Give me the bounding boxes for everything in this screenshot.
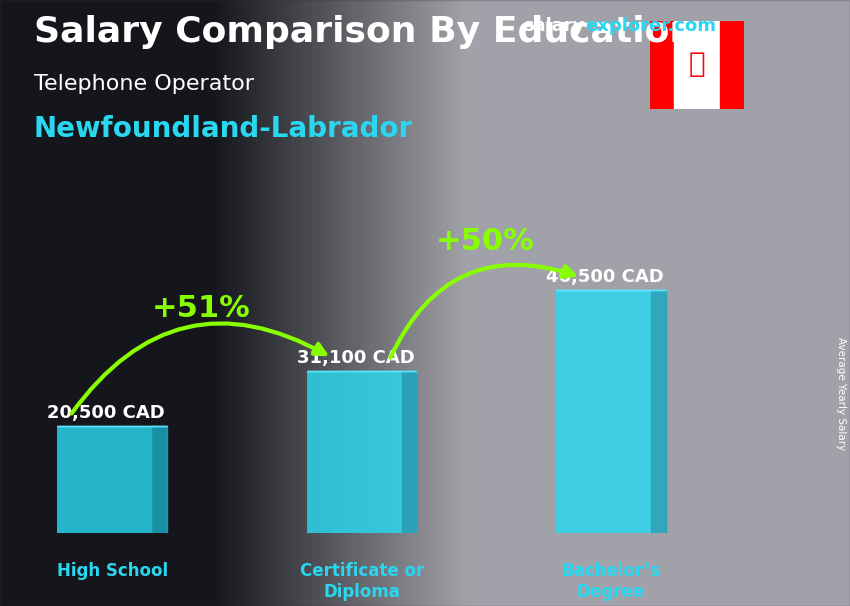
- Bar: [556, 290, 651, 533]
- Text: Newfoundland-Labrador: Newfoundland-Labrador: [34, 115, 413, 143]
- Bar: [307, 371, 401, 533]
- FancyArrowPatch shape: [71, 324, 326, 413]
- Bar: [650, 21, 673, 109]
- Text: +51%: +51%: [151, 294, 250, 323]
- Text: Telephone Operator: Telephone Operator: [34, 74, 254, 94]
- Text: 🍁: 🍁: [688, 50, 705, 78]
- Polygon shape: [152, 426, 167, 533]
- Text: salary: salary: [523, 17, 584, 35]
- Bar: [673, 21, 720, 109]
- Text: 46,500 CAD: 46,500 CAD: [547, 268, 664, 286]
- Text: +50%: +50%: [436, 227, 535, 256]
- Text: Bachelor’s
Degree: Bachelor’s Degree: [561, 562, 660, 601]
- Polygon shape: [401, 371, 416, 533]
- Text: Salary Comparison By Education: Salary Comparison By Education: [34, 15, 695, 49]
- Bar: [720, 21, 744, 109]
- Text: Average Yearly Salary: Average Yearly Salary: [836, 338, 846, 450]
- Polygon shape: [651, 290, 666, 533]
- Text: High School: High School: [57, 562, 168, 580]
- Text: 31,100 CAD: 31,100 CAD: [297, 348, 415, 367]
- Text: Certificate or
Diploma: Certificate or Diploma: [299, 562, 424, 601]
- Text: 20,500 CAD: 20,500 CAD: [48, 404, 165, 422]
- FancyArrowPatch shape: [390, 265, 574, 358]
- Text: explorer.com: explorer.com: [585, 17, 716, 35]
- Bar: [58, 426, 152, 533]
